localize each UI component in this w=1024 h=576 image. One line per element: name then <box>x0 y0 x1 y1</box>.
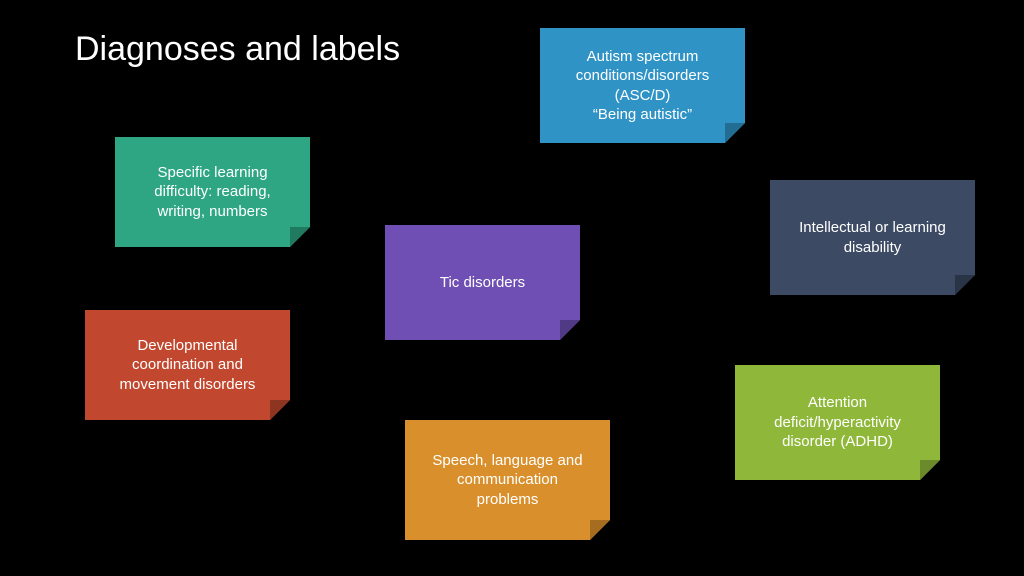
sticky-note-adhd: Attention deficit/hyperactivity disorder… <box>735 365 940 480</box>
note-fold <box>290 227 310 247</box>
note-fold <box>560 320 580 340</box>
note-fold <box>725 123 745 143</box>
note-fold <box>920 460 940 480</box>
sticky-note-speech-language: Speech, language and communication probl… <box>405 420 610 540</box>
sticky-note-text: Specific learning difficulty: reading, w… <box>154 163 270 222</box>
note-fold <box>955 275 975 295</box>
page-title: Diagnoses and labels <box>75 30 400 69</box>
sticky-note-intellectual-learning: Intellectual or learning disability <box>770 180 975 295</box>
sticky-note-text: Tic disorders <box>440 273 525 293</box>
note-fold <box>590 520 610 540</box>
sticky-note-tic-disorders: Tic disorders <box>385 225 580 340</box>
sticky-note-developmental-coordination: Developmental coordination and movement … <box>85 310 290 420</box>
sticky-note-text: Intellectual or learning disability <box>799 218 946 257</box>
note-fold <box>270 400 290 420</box>
sticky-note-text: Attention deficit/hyperactivity disorder… <box>774 393 901 452</box>
sticky-note-text: Speech, language and communication probl… <box>432 451 582 510</box>
sticky-note-text: Developmental coordination and movement … <box>120 336 256 395</box>
sticky-note-text: Autism spectrum conditions/disorders (AS… <box>576 47 709 125</box>
sticky-note-specific-learning: Specific learning difficulty: reading, w… <box>115 137 310 247</box>
sticky-note-autism-spectrum: Autism spectrum conditions/disorders (AS… <box>540 28 745 143</box>
